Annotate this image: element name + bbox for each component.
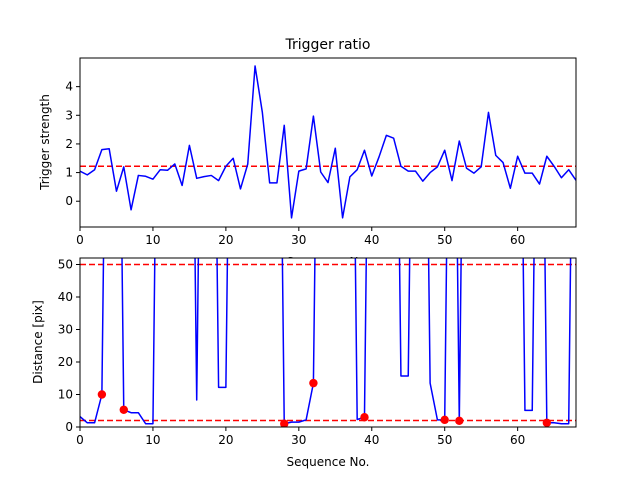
- top-y-ticks: 0 1 2 3 4: [65, 80, 80, 208]
- top-title: Trigger ratio: [284, 37, 370, 53]
- bottom-y-label: Distance [pix]: [31, 300, 45, 384]
- x-tick-label: 20: [218, 433, 233, 447]
- data-point-marker: [309, 378, 318, 388]
- x-tick-label: 20: [218, 233, 233, 247]
- top-axes-frame: [79, 57, 577, 228]
- bottom-subplot: 0 10 20 30 40 50 60 0 10 20 30 40 50 Distance [pix]…: [31, 257, 577, 469]
- data-point-marker: [455, 416, 464, 426]
- data-point-marker: [360, 413, 369, 422]
- x-tick-label: 40: [364, 233, 379, 247]
- data-point-marker: [440, 415, 449, 425]
- x-tick-label: 50: [437, 433, 452, 447]
- bottom-plot-area: [80, 258, 576, 427]
- series-line: [80, 65, 576, 219]
- y-tick-label: 1: [65, 166, 73, 180]
- data-point-marker: [119, 405, 128, 414]
- x-tick-label: 30: [291, 233, 306, 247]
- y-tick-label: 0: [65, 194, 73, 208]
- y-tick-label: 4: [65, 80, 73, 94]
- y-tick-label: 0: [65, 420, 73, 434]
- y-tick-label: 40: [58, 290, 73, 304]
- data-point-marker: [280, 419, 289, 427]
- y-tick-label: 50: [58, 258, 73, 272]
- top-subplot: Trigger ratio 0 10 20 30 40 50 60 0 1 2 3 4 Trigge…: [38, 37, 577, 269]
- bottom-threshold-group: [80, 263, 576, 422]
- y-tick-label: 2: [65, 137, 73, 151]
- x-tick-label: 30: [291, 433, 306, 447]
- bottom-x-label: Sequence No.: [287, 455, 370, 469]
- bottom-x-ticks: 0 10 20 30 40 50 60: [76, 427, 525, 447]
- x-tick-label: 0: [76, 233, 84, 247]
- y-tick-label: 10: [58, 388, 73, 402]
- x-tick-label: 40: [364, 433, 379, 447]
- data-point-marker: [542, 418, 552, 427]
- top-series-group: [80, 65, 576, 219]
- y-tick-label: 30: [58, 323, 73, 337]
- top-x-ticks: 0 10 20 30 40 50 60: [76, 227, 525, 247]
- bottom-markers-group: [97, 378, 552, 427]
- x-tick-label: 50: [437, 233, 452, 247]
- top-y-label: Trigger strength: [38, 94, 52, 191]
- x-tick-label: 60: [510, 433, 525, 447]
- top-plot-area: [80, 58, 576, 227]
- x-tick-label: 60: [510, 233, 525, 247]
- y-tick-label: 20: [58, 355, 73, 369]
- bottom-axes-frame: [79, 257, 577, 428]
- x-tick-label: 0: [76, 433, 84, 447]
- x-tick-label: 10: [145, 433, 160, 447]
- data-point-marker: [97, 390, 107, 399]
- bottom-y-ticks: 0 10 20 30 40 50: [58, 258, 80, 434]
- y-tick-label: 3: [65, 108, 73, 122]
- x-tick-label: 10: [145, 233, 160, 247]
